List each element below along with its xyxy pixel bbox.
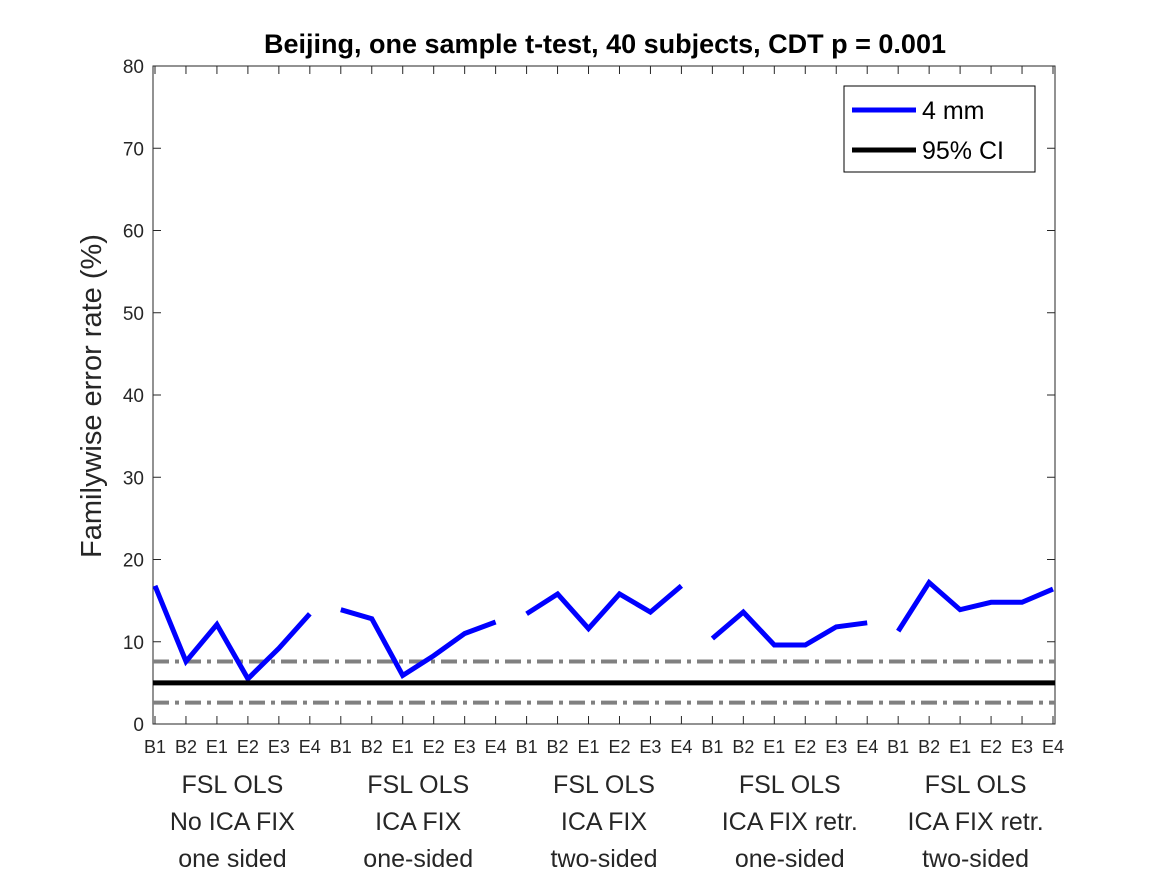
x-tick-label: E3 — [268, 737, 290, 757]
group-label-line: FSL OLS — [367, 771, 469, 799]
x-tick-label: E4 — [670, 737, 692, 757]
series-4mm-segment — [525, 583, 684, 633]
group-label-line: ICA FIX retr. — [908, 808, 1044, 836]
group-label-line: one-sided — [363, 845, 473, 873]
ci-bounds — [153, 659, 1055, 705]
x-tick-label: E4 — [1042, 737, 1064, 757]
group-label-line: FSL OLS — [739, 771, 841, 799]
y-tick-label: 50 — [123, 304, 144, 325]
x-tick-label: E2 — [423, 737, 445, 757]
x-tick-label: E2 — [794, 737, 816, 757]
series-4mm-segment — [152, 584, 312, 683]
series-4mm-segment — [710, 608, 868, 648]
x-tick-label: B2 — [918, 737, 940, 757]
group-label-line: FSL OLS — [181, 771, 283, 799]
x-axis-ticks: B1 B2 E1 E2 E3 E4 B1 B2 E1 E2 E3 E4 B1 B2 E1 E2 E3 E4 B1 B2… — [144, 66, 1064, 757]
x-tick-label: E3 — [1011, 737, 1033, 757]
group-label-line: No ICA FIX — [170, 808, 295, 836]
group-label-line: FSL OLS — [925, 771, 1027, 799]
x-group-labels: FSL OLS No ICA FIX one sided FSL OLS ICA FIX… — [170, 771, 1044, 873]
y-tick-label: 0 — [133, 715, 144, 736]
legend-label-4mm: 4 mm — [922, 97, 985, 125]
x-tick-label: B1 — [516, 737, 538, 757]
legend-label-ci: 95% CI — [922, 137, 1004, 165]
x-tick-label: E2 — [237, 737, 259, 757]
data-series — [152, 578, 1055, 686]
group-label-line: ICA FIX retr. — [722, 808, 858, 836]
y-tick-label: 40 — [123, 386, 144, 407]
x-tick-label: B2 — [547, 737, 569, 757]
y-tick-label: 20 — [123, 551, 144, 572]
x-tick-label: B2 — [175, 737, 197, 757]
y-tick-label: 60 — [123, 222, 144, 243]
y-tick-label: 70 — [123, 139, 144, 160]
y-axis-label: Familywise error rate (%) — [76, 234, 108, 558]
group-label-line: FSL OLS — [553, 771, 655, 799]
x-tick-label: E3 — [825, 737, 847, 757]
x-tick-label: E2 — [608, 737, 630, 757]
x-tick-label: E1 — [763, 737, 785, 757]
y-axis-ticks: 0 10 20 30 40 50 60 70 80 — [123, 57, 1055, 736]
group-label-line: one sided — [178, 845, 286, 873]
group-label-line: two-sided — [551, 845, 658, 873]
x-tick-label: B1 — [887, 737, 909, 757]
group-label-line: ICA FIX — [375, 808, 461, 836]
x-tick-label: E1 — [392, 737, 414, 757]
x-tick-label: B2 — [361, 737, 383, 757]
y-tick-label: 10 — [123, 633, 144, 654]
x-tick-label: E3 — [454, 737, 476, 757]
group-label-line: ICA FIX — [561, 808, 647, 836]
chart-title: Beijing, one sample t-test, 40 subjects,… — [264, 29, 946, 59]
x-tick-label: E4 — [299, 737, 321, 757]
x-tick-label: E1 — [206, 737, 228, 757]
legend: 4 mm 95% CI — [843, 85, 1036, 173]
x-tick-label: E4 — [856, 737, 878, 757]
x-tick-label: E3 — [639, 737, 661, 757]
group-label-line: one-sided — [735, 845, 845, 873]
x-tick-label: B1 — [144, 737, 166, 757]
group-label-line: two-sided — [922, 845, 1029, 873]
y-tick-label: 80 — [123, 57, 144, 78]
x-tick-label: B2 — [732, 737, 754, 757]
x-tick-label: E1 — [949, 737, 971, 757]
series-4mm-segment — [896, 578, 1054, 633]
x-tick-label: B1 — [330, 737, 352, 757]
x-tick-label: E2 — [980, 737, 1002, 757]
series-4mm-segment — [340, 607, 497, 680]
x-tick-label: E1 — [578, 737, 600, 757]
y-tick-label: 30 — [123, 468, 144, 489]
x-tick-label: B1 — [701, 737, 723, 757]
legend-box — [843, 85, 1036, 173]
x-tick-label: E4 — [485, 737, 507, 757]
